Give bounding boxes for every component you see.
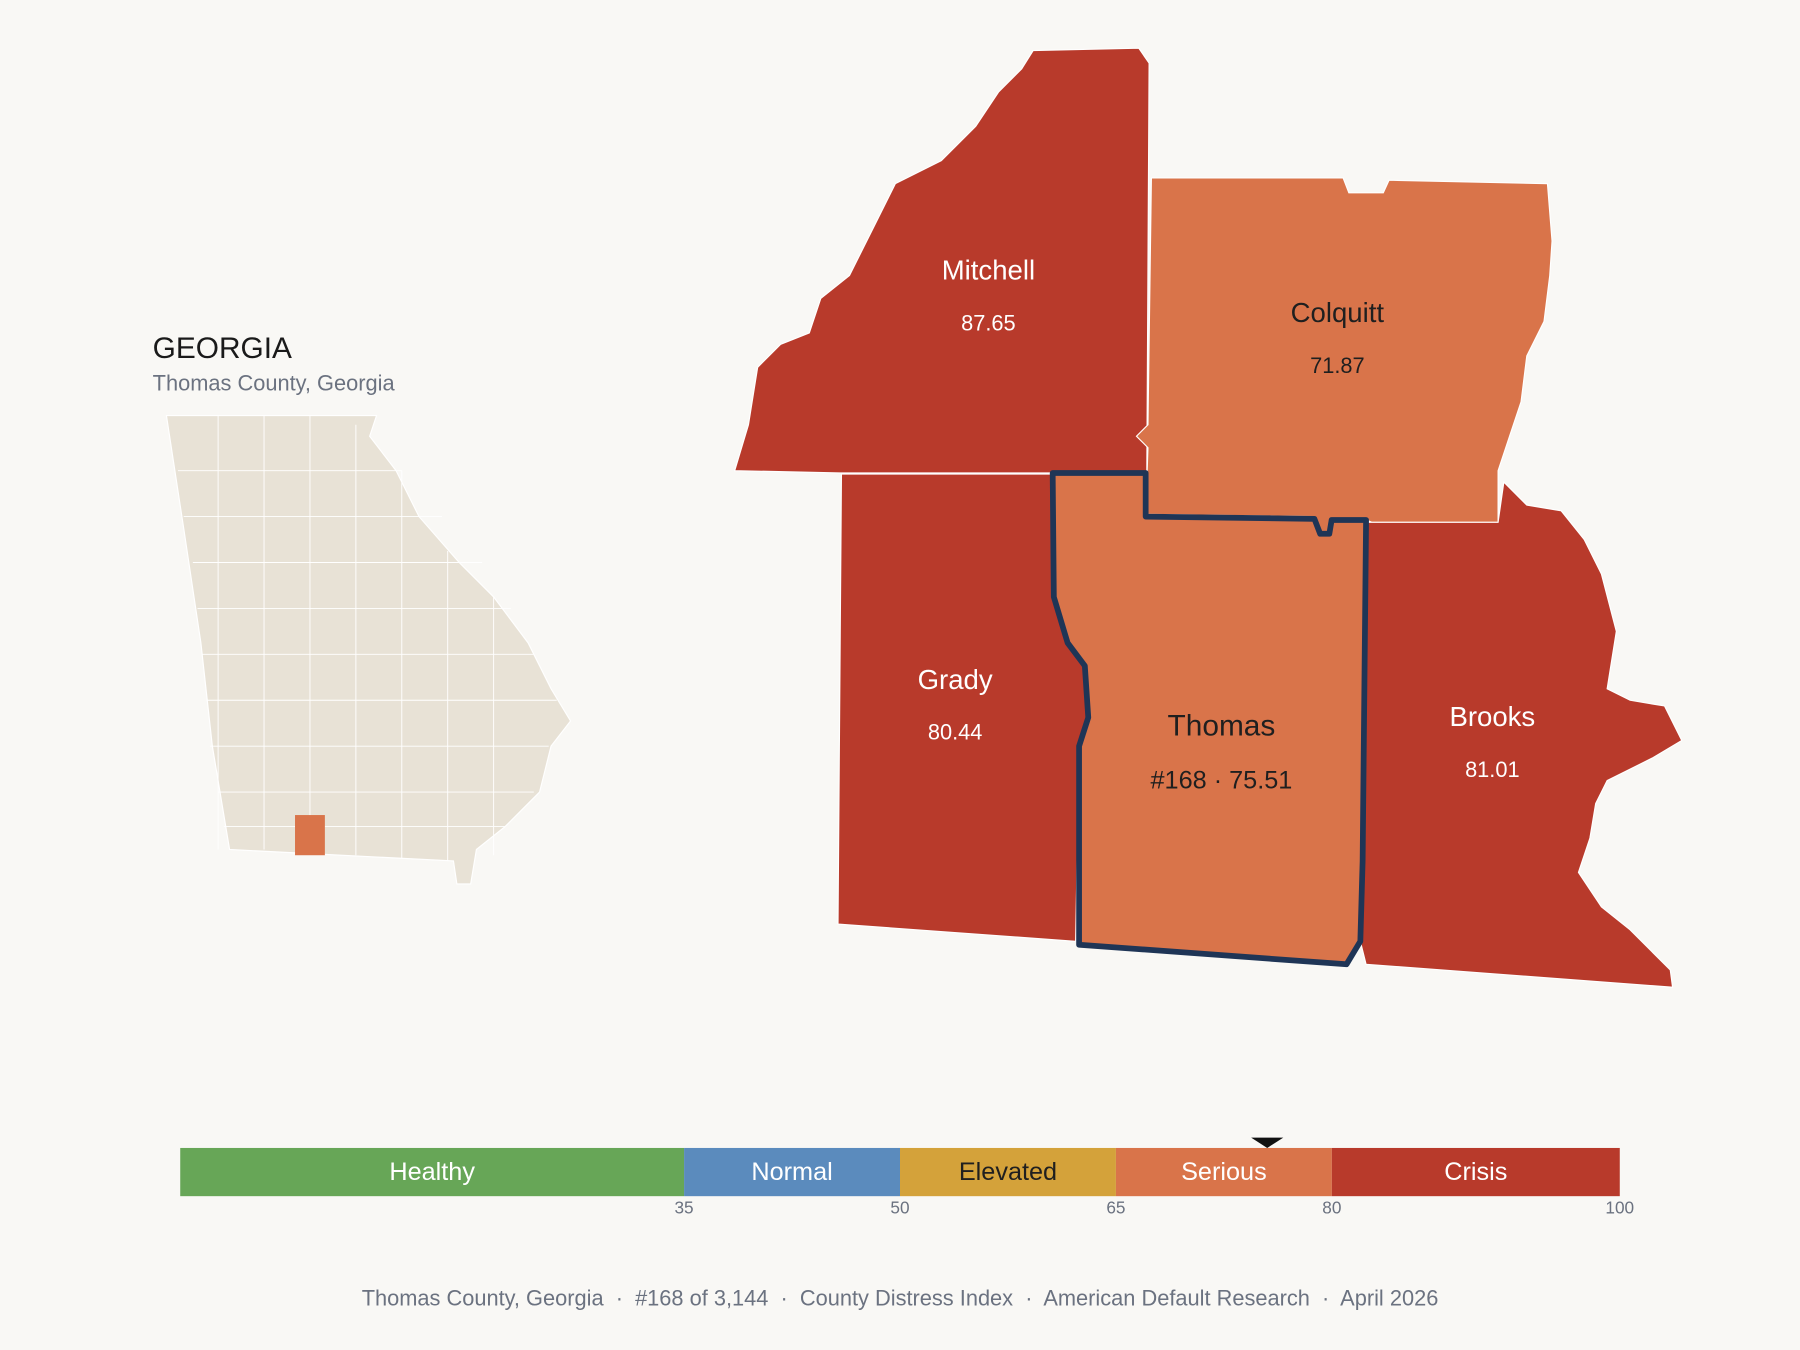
- county-name: Thomas: [1168, 710, 1276, 743]
- county-name: Mitchell: [942, 254, 1035, 285]
- legend-band: [1331, 1147, 1620, 1197]
- legend-band-label: Crisis: [1444, 1158, 1507, 1186]
- legend-marker: [1251, 1137, 1284, 1148]
- state-outline: [165, 414, 572, 885]
- legend-tick-label: 35: [674, 1197, 693, 1217]
- inset-title: GEORGIA: [153, 332, 292, 365]
- county-name: Grady: [918, 664, 993, 695]
- county-value: 87.65: [961, 311, 1016, 336]
- legend-band: [900, 1147, 1116, 1197]
- legend-band: [180, 1147, 685, 1197]
- county-shape: [1359, 480, 1683, 988]
- legend-band-label: Elevated: [959, 1158, 1057, 1186]
- county-value: #168 · 75.51: [1151, 766, 1293, 794]
- legend: Healthy Normal Elevated Serious Crisis 35 50 65…: [180, 1137, 1634, 1217]
- county-value: 71.87: [1310, 353, 1365, 378]
- county-shape: [1049, 470, 1369, 968]
- county-name: Brooks: [1449, 701, 1535, 732]
- legend-band-label: Serious: [1181, 1158, 1267, 1186]
- footer: Thomas County, Georgia · #168 of 3,144 ·…: [362, 1285, 1439, 1310]
- county-value: 81.01: [1465, 757, 1520, 782]
- inset-subtitle: Thomas County, Georgia: [153, 370, 396, 395]
- thomas-inset: [295, 815, 325, 856]
- county-labels: Mitchell 87.65 Colquitt 71.87 Grady 80.4…: [918, 254, 1536, 794]
- legend-band: [1115, 1147, 1332, 1197]
- legend-tick-label: 100: [1605, 1197, 1634, 1217]
- county-value: 80.44: [928, 719, 983, 744]
- legend-band: [684, 1147, 900, 1197]
- state-shape: [165, 414, 572, 885]
- county-lines: [177, 415, 557, 861]
- legend-tick-label: 80: [1322, 1197, 1341, 1217]
- legend-tick-label: 50: [890, 1197, 909, 1217]
- legend-tick-label: 65: [1106, 1197, 1125, 1217]
- legend-band-label: Healthy: [389, 1158, 475, 1186]
- county-name: Colquitt: [1291, 297, 1385, 328]
- counties: [733, 47, 1683, 988]
- legend-band-label: Normal: [751, 1158, 832, 1186]
- county-shape: [733, 47, 1150, 474]
